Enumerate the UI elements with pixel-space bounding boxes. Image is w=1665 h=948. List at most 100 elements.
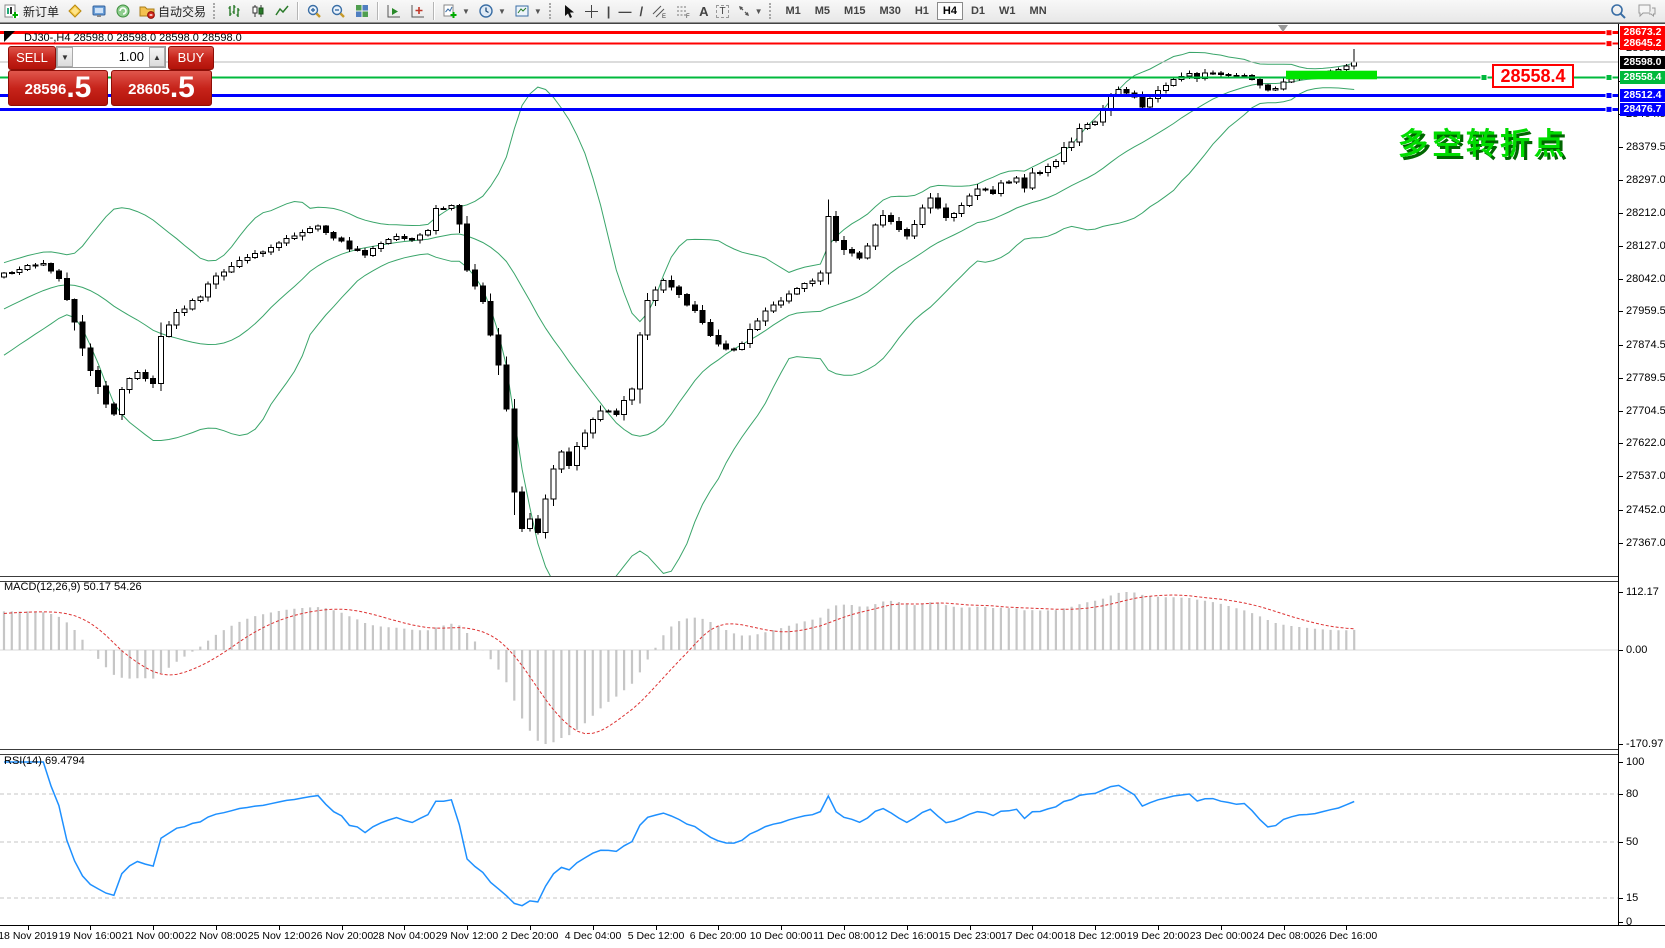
time-tick <box>1284 926 1285 930</box>
time-tick <box>718 926 719 930</box>
macd-tick <box>1619 592 1623 593</box>
volume-increase-button[interactable]: ▲ <box>149 47 165 67</box>
price-callout-label[interactable]: 28558.4 <box>1492 64 1574 88</box>
time-axis[interactable]: 18 Nov 2019 19 Nov 16:00 21 Nov 00:00 22 No… <box>0 925 1665 948</box>
chat-icon[interactable] <box>1637 3 1657 19</box>
time-tick <box>907 926 908 930</box>
toolbar-grip <box>769 3 775 19</box>
timeframe-w1[interactable]: W1 <box>999 5 1016 17</box>
volume-value[interactable]: 1.00 <box>118 49 144 64</box>
level-anchor-icon[interactable] <box>1605 92 1613 99</box>
macd-panel-canvas[interactable] <box>0 580 1618 749</box>
fibonacci-button[interactable]: F <box>671 1 695 21</box>
svg-text:E: E <box>662 14 666 19</box>
price-level-badge: 28673.2 <box>1620 26 1665 39</box>
price-tick-label: 27704.5 <box>1626 405 1665 417</box>
main-chart-canvas[interactable] <box>0 24 1618 576</box>
rsi-tick <box>1619 898 1623 899</box>
channel-button[interactable]: E <box>647 1 671 21</box>
sell-button[interactable]: SELL <box>8 46 56 70</box>
chevron-down-icon: ▼ <box>754 6 763 16</box>
timeframe-mn[interactable]: MN <box>1029 5 1047 17</box>
chevron-down-icon: ▼ <box>462 6 470 16</box>
auto-scroll-button[interactable] <box>382 1 406 21</box>
panel-separator[interactable] <box>0 749 1665 755</box>
highlight-zone[interactable] <box>1286 70 1377 80</box>
toolbar-separator <box>297 2 300 20</box>
buy-price-frac: .5 <box>169 71 195 104</box>
time-tick <box>970 926 971 930</box>
toolbar-right <box>1610 3 1657 20</box>
news-button[interactable] <box>111 1 135 21</box>
price-level-badge: 28598.0 <box>1620 56 1665 69</box>
zoom-out-button[interactable] <box>326 1 350 21</box>
time-label: 21 Nov 00:00 <box>121 930 185 942</box>
chart-annotation-text[interactable]: 多空转折点 <box>1398 128 1568 161</box>
timeframe-m30[interactable]: M30 <box>879 5 901 17</box>
time-tick <box>781 926 782 930</box>
price-tick <box>1619 476 1623 477</box>
buy-price-main: 28605 <box>128 81 170 98</box>
crosshair-button[interactable] <box>580 1 603 21</box>
rsi-panel-canvas[interactable] <box>0 753 1618 925</box>
zoom-in-button[interactable] <box>302 1 326 21</box>
level-anchor-icon[interactable] <box>1605 105 1613 113</box>
search-icon[interactable] <box>1610 3 1627 20</box>
news-swirl-icon <box>116 4 130 18</box>
horizontal-line-icon: — <box>618 3 632 19</box>
templates-button[interactable]: ▼ <box>510 1 546 21</box>
level-anchor-icon[interactable] <box>1605 40 1613 48</box>
trendline-button[interactable]: / <box>635 1 647 21</box>
chart-shift-button[interactable] <box>406 1 430 21</box>
line-chart-button[interactable] <box>270 1 294 21</box>
timeframe-h4[interactable]: H4 <box>936 2 963 20</box>
price-axis[interactable]: 28634.528549.528464.528379.528297.028212… <box>1618 24 1665 928</box>
time-tick <box>342 926 343 930</box>
market-button[interactable] <box>63 1 87 21</box>
signals-button[interactable] <box>87 1 111 21</box>
time-tick <box>530 926 531 930</box>
cursor-icon <box>564 4 574 18</box>
volume-decrease-button[interactable]: ▼ <box>57 47 73 67</box>
timeframe-m5[interactable]: M5 <box>814 5 831 17</box>
arrows-button[interactable]: ▼ <box>733 1 767 21</box>
level-anchor-icon[interactable] <box>1605 29 1613 37</box>
periods-button[interactable]: ▼ <box>474 1 510 21</box>
time-label: 10 Dec 00:00 <box>749 930 813 942</box>
buy-button[interactable]: BUY <box>168 46 214 70</box>
timeframe-m1[interactable]: M1 <box>785 5 801 17</box>
timeframe-h1[interactable]: H1 <box>914 5 929 17</box>
text-label-button[interactable]: T <box>712 1 732 21</box>
autotrade-button[interactable]: 自动交易 <box>135 1 210 21</box>
time-label: 12 Dec 16:00 <box>875 930 939 942</box>
timeframe-d1[interactable]: D1 <box>970 5 986 17</box>
add-indicator-button[interactable]: ▼ <box>438 1 474 21</box>
panel-separator[interactable] <box>0 576 1665 582</box>
time-tick <box>1032 926 1033 930</box>
candles-chart-button[interactable] <box>246 1 270 21</box>
new-order-button[interactable]: 新订单 <box>0 1 63 21</box>
sell-price-button[interactable]: 28596.5 <box>8 70 108 106</box>
time-tick <box>153 926 154 930</box>
macd-histogram <box>2 592 1356 744</box>
text-button[interactable]: A <box>695 1 712 21</box>
bars-chart-button[interactable] <box>222 1 246 21</box>
oneclick-collapse-icon[interactable] <box>4 31 15 42</box>
bollinger-upper <box>3 51 1355 323</box>
auto-scroll-icon <box>387 5 401 18</box>
level-anchor-icon[interactable] <box>1605 74 1613 81</box>
vertical-line-button[interactable]: | <box>603 1 615 21</box>
text-label-icon: T <box>716 4 729 18</box>
chart-shift-icon <box>411 5 425 18</box>
price-level-badge: 28512.4 <box>1620 89 1665 102</box>
price-tick-label: 28042.0 <box>1626 273 1665 285</box>
horizontal-line-button[interactable]: — <box>614 1 635 21</box>
buy-price-button[interactable]: 28605.5 <box>111 70 212 106</box>
tile-windows-icon <box>356 5 369 17</box>
callout-anchor-icon[interactable] <box>1480 74 1488 81</box>
tile-windows-button[interactable] <box>350 1 374 21</box>
timeframe-m15[interactable]: M15 <box>844 5 866 17</box>
sell-price-frac: .5 <box>66 71 92 104</box>
cursor-button[interactable] <box>558 1 580 21</box>
time-label: 18 Nov 2019 <box>0 930 58 942</box>
